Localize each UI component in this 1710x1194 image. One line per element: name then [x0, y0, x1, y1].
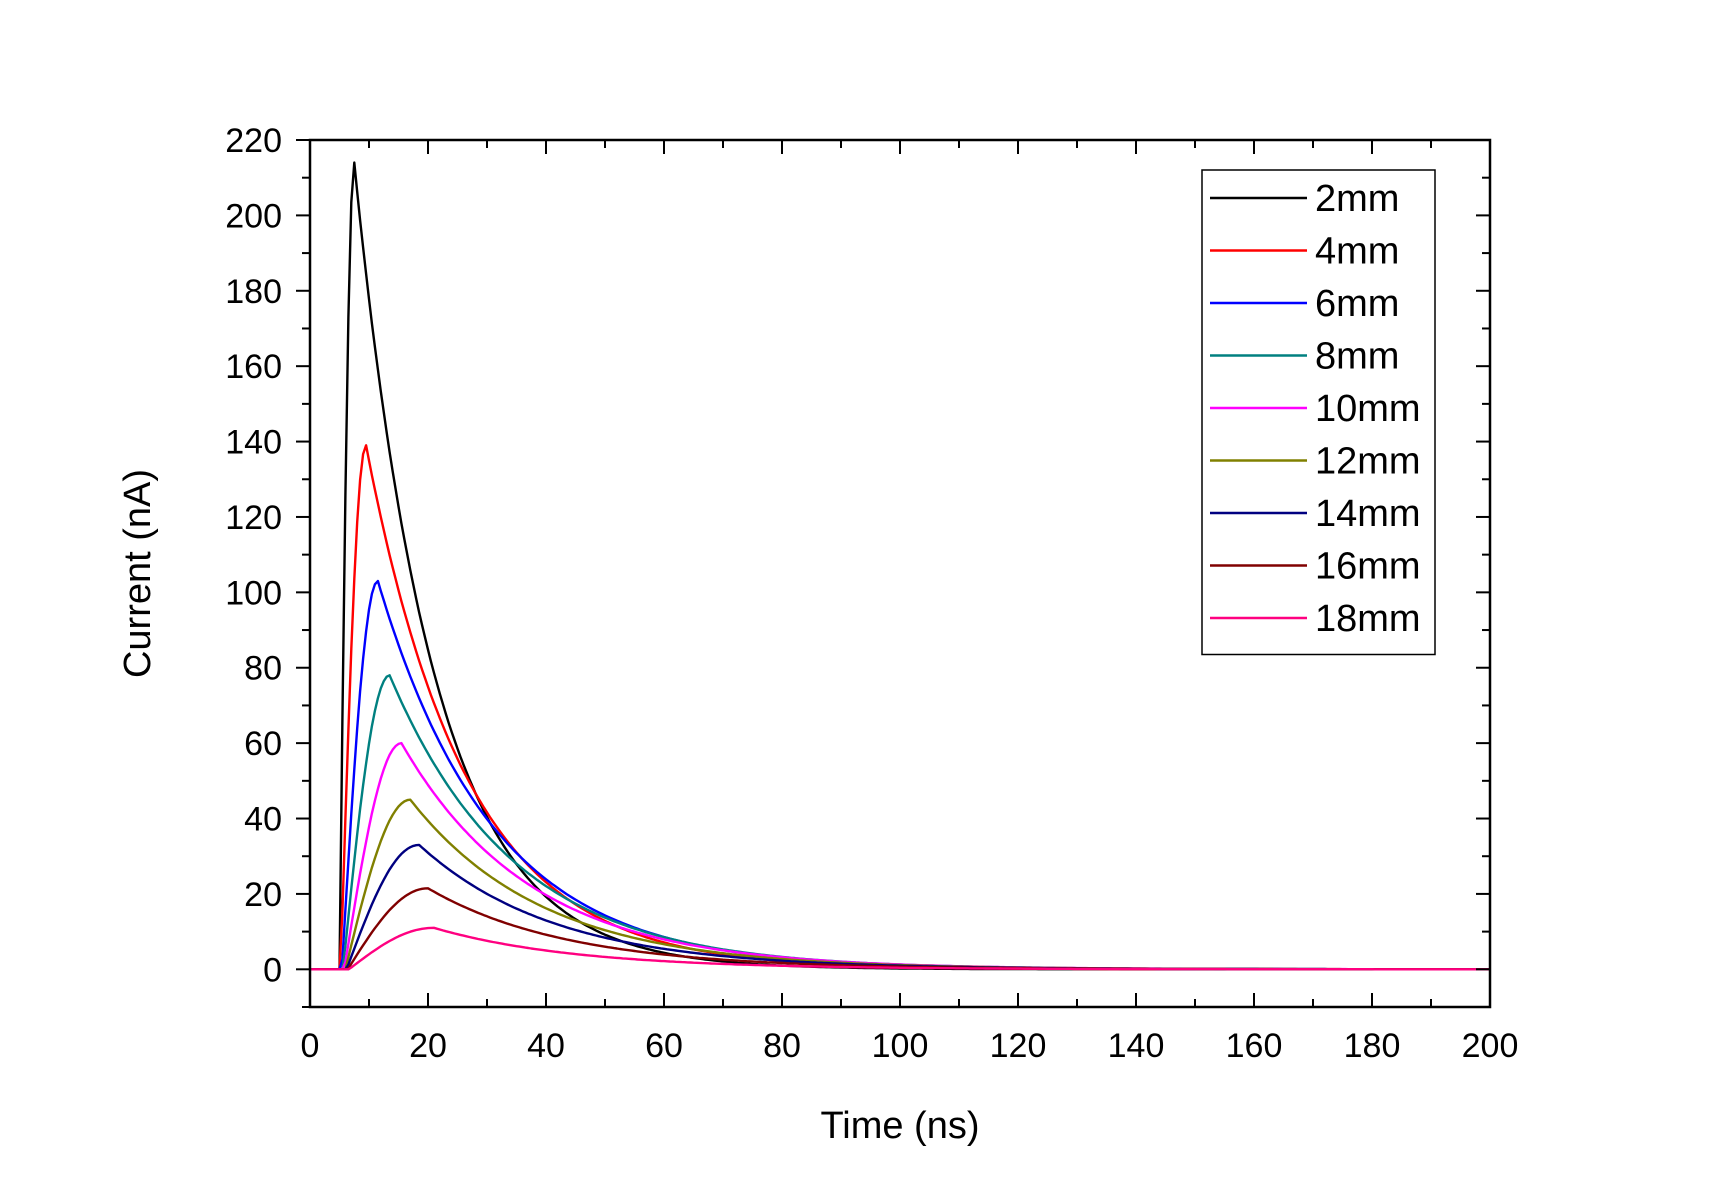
axis-ticks [296, 139, 1491, 1008]
legend: 2mm 4mm 6mm 8mm 10mm 12mm 14mm 16mm 18mm [1201, 169, 1436, 656]
series-line-12mm [310, 798, 1490, 971]
x-tick-label: 60 [645, 1027, 683, 1065]
series-line-10mm [310, 741, 1490, 971]
x-tick-label: 160 [1226, 1027, 1283, 1065]
y-tick-label: 0 [263, 951, 282, 989]
x-axis-label: Time (ns) [820, 1105, 979, 1147]
x-tick-label: 80 [763, 1027, 801, 1065]
x-tick-label: 100 [872, 1027, 929, 1065]
y-tick-label: 180 [225, 273, 282, 311]
plot-lines [310, 161, 1490, 971]
y-tick-label: 220 [225, 122, 282, 160]
legend-label-6mm: 6mm [1315, 283, 1399, 325]
legend-label-14mm: 14mm [1315, 493, 1421, 535]
y-tick-label: 200 [225, 197, 282, 235]
y-tick-label: 120 [225, 499, 282, 537]
y-tick-label: 160 [225, 348, 282, 386]
y-tick-label: 100 [225, 574, 282, 612]
legend-label-8mm: 8mm [1315, 336, 1399, 378]
series-line-14mm [310, 843, 1490, 971]
legend-label-16mm: 16mm [1315, 546, 1421, 588]
y-tick-label: 140 [225, 424, 282, 462]
y-tick-label: 40 [244, 801, 282, 839]
x-tick-label: 140 [1108, 1027, 1165, 1065]
x-tick-label: 120 [990, 1027, 1047, 1065]
y-tick-label: 80 [244, 650, 282, 688]
legend-label-12mm: 12mm [1315, 441, 1421, 483]
series-line-16mm [310, 887, 1490, 971]
series-line-8mm [310, 674, 1490, 971]
x-tick-label: 180 [1344, 1027, 1401, 1065]
series-line-18mm [310, 926, 1490, 971]
legend-label-10mm: 10mm [1315, 388, 1421, 430]
legend-label-2mm: 2mm [1315, 178, 1399, 220]
legend-label-18mm: 18mm [1315, 598, 1421, 640]
legend-label-4mm: 4mm [1315, 231, 1399, 273]
x-tick-label: 0 [301, 1027, 320, 1065]
y-tick-label: 20 [244, 876, 282, 914]
x-tick-label: 40 [527, 1027, 565, 1065]
axis-tick-labels: 0 20 40 60 80 100 120 140 160 180 200 0 20 40 60 80 100 1… [225, 122, 1518, 1065]
y-tick-label: 60 [244, 725, 282, 763]
x-tick-label: 200 [1462, 1027, 1519, 1065]
y-axis-label: Current (nA) [117, 469, 159, 678]
x-tick-label: 20 [409, 1027, 447, 1065]
